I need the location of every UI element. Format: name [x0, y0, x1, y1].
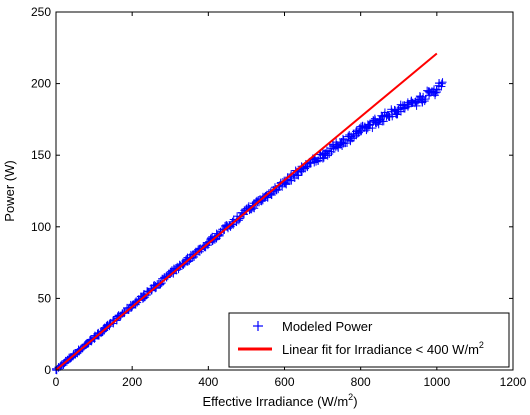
modeled-power-data-point	[375, 115, 384, 124]
legend-box	[228, 312, 510, 368]
x-tick-label: 600	[274, 375, 294, 389]
modeled-power-data-point	[318, 151, 327, 160]
modeled-power-data-point	[432, 85, 441, 94]
x-tick-label: 400	[198, 375, 218, 389]
linear-fit-line	[55, 52, 438, 371]
legend: Modeled Power Linear fit for Irradiance …	[228, 312, 510, 368]
modeled-power-point	[339, 134, 348, 143]
modeled-power-data-point	[356, 126, 365, 135]
modeled-power-point	[387, 105, 396, 114]
x-tick-label: 0	[53, 375, 60, 389]
modeled-power-point	[420, 97, 429, 106]
modeled-power-point	[437, 82, 446, 91]
modeled-power-point	[282, 180, 291, 189]
modeled-power-point	[412, 101, 421, 110]
legend-label-modeled-power: Modeled Power	[282, 319, 373, 334]
x-axis-ticks: 0 200 400 600 800 1000 1200	[53, 12, 527, 389]
modeled-power-data-point	[438, 78, 447, 87]
y-tick-label: 100	[31, 220, 51, 234]
modeled-power-point	[403, 102, 412, 111]
modeled-power-point	[310, 158, 319, 167]
x-tick-label: 200	[122, 375, 142, 389]
x-tick-label: 1200	[500, 375, 527, 389]
modeled-power-point	[421, 95, 430, 104]
legend-marker-modeled-power	[253, 321, 263, 331]
x-tick-label: 1000	[423, 375, 450, 389]
modeled-power-data-point	[394, 105, 403, 114]
fit-line-layer	[55, 52, 438, 371]
legend-label-linear-fit: Linear fit for Irradiance < 400 W/m2	[282, 340, 484, 357]
modeled-power-point	[294, 171, 303, 180]
modeled-power-point	[379, 117, 388, 126]
modeled-power-data-point	[413, 96, 422, 105]
y-tick-label: 0	[44, 363, 51, 377]
modeled-power-data-point	[337, 138, 346, 147]
modeled-power-point	[348, 134, 357, 143]
modeled-power-point	[346, 136, 355, 145]
x-axis-label: Effective Irradiance (W/m2)	[202, 392, 357, 409]
y-tick-label: 150	[31, 148, 51, 162]
modeled-power-point	[329, 144, 338, 153]
y-tick-label: 200	[31, 77, 51, 91]
y-tick-label: 250	[31, 5, 51, 19]
y-axis-ticks: 0 50 100 150 200 250	[31, 5, 513, 377]
y-tick-label: 50	[38, 291, 52, 305]
modeled-power-point	[267, 191, 276, 200]
modeled-power-point	[312, 157, 321, 166]
modeled-power-point	[368, 124, 377, 133]
y-axis-label: Power (W)	[2, 160, 17, 221]
x-tick-label: 800	[351, 375, 371, 389]
